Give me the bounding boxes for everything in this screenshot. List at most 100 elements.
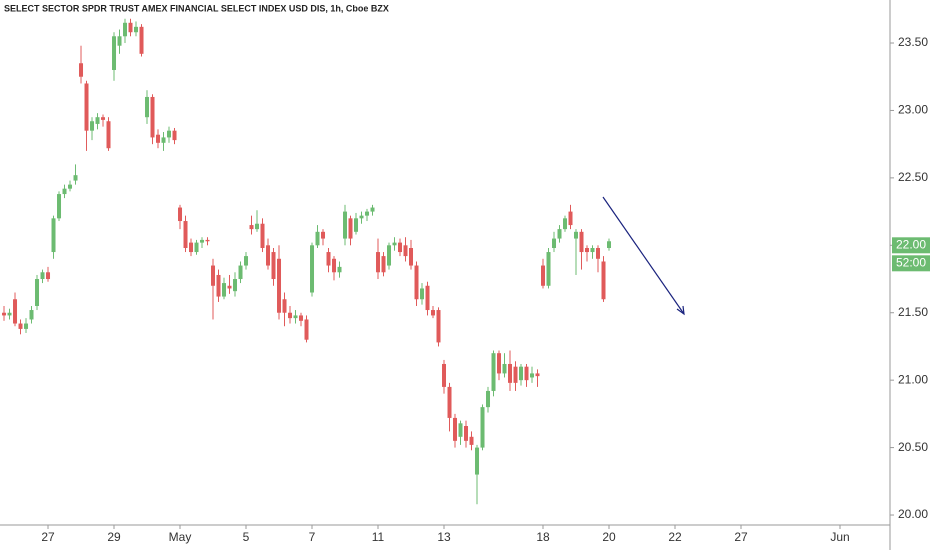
candle-body	[211, 265, 216, 286]
candle-body	[277, 258, 282, 313]
x-tick-label: 13	[437, 530, 451, 544]
candle-body	[524, 366, 529, 381]
candle-body	[370, 207, 375, 212]
candle-body	[205, 239, 210, 242]
candle-body	[535, 373, 540, 377]
y-tick-label: 20.00	[898, 507, 928, 521]
candle-body	[546, 252, 551, 286]
y-tick-label: 21.00	[898, 372, 928, 386]
candle-body	[194, 242, 199, 253]
candle-body	[590, 248, 595, 253]
candle-body	[475, 447, 480, 475]
candle-body	[134, 26, 139, 33]
candle-body	[117, 36, 122, 46]
candle-body	[18, 323, 23, 329]
x-tick-label: 29	[107, 530, 121, 544]
candle-body	[596, 248, 601, 259]
candle-body	[574, 231, 579, 239]
candle-body	[238, 265, 243, 280]
x-tick-label: 18	[536, 530, 550, 544]
candle-body	[409, 248, 414, 266]
x-tick-label: 11	[372, 530, 385, 544]
y-tick-label: 23.00	[898, 103, 928, 117]
candle-body	[178, 207, 183, 222]
x-tick-label: Jun	[830, 530, 849, 544]
candle-body	[299, 315, 304, 321]
candle-body	[508, 363, 513, 383]
candle-body	[304, 319, 309, 340]
candle-body	[431, 310, 436, 316]
candle-body	[233, 279, 238, 292]
candle-body	[150, 96, 155, 138]
candle-body	[35, 279, 40, 306]
y-tick-label: 20.50	[898, 440, 928, 454]
candle-body	[425, 285, 430, 311]
candle-body	[40, 272, 45, 280]
candle-body	[227, 285, 232, 289]
candle-body	[354, 218, 359, 232]
candle-body	[568, 211, 573, 226]
candle-body	[282, 299, 287, 313]
candle-body	[68, 184, 73, 189]
candle-body	[392, 242, 397, 246]
candle-body	[249, 225, 254, 230]
candle-body	[497, 353, 502, 374]
candle-body	[266, 245, 271, 266]
last-price-box	[892, 237, 930, 254]
candle-body	[552, 238, 557, 249]
candle-body	[579, 231, 584, 253]
candle-body	[128, 22, 133, 33]
candle-body	[414, 265, 419, 300]
candle-body	[458, 423, 463, 437]
candle-body	[563, 218, 568, 230]
last-price-label: 22.00	[896, 237, 926, 251]
y-tick-label: 22.50	[898, 170, 928, 184]
trend-arrow-head[interactable]	[676, 305, 685, 316]
candle-body	[271, 252, 276, 280]
candle-body	[29, 310, 34, 320]
candle-body	[101, 117, 106, 120]
candle-body	[491, 353, 496, 391]
x-tick-label: 7	[309, 530, 316, 544]
x-tick-label: 20	[602, 530, 616, 544]
candle-body	[90, 121, 95, 131]
candle-body	[145, 96, 150, 118]
candle-body	[315, 231, 320, 246]
candle-body	[7, 312, 12, 316]
candle-body	[62, 188, 67, 195]
candle-body	[480, 407, 485, 448]
candle-body	[123, 22, 128, 37]
candle-body	[403, 245, 408, 257]
candle-body	[293, 315, 298, 319]
candle-body	[260, 223, 265, 249]
countdown-label: 52:00	[896, 255, 926, 269]
candle-body	[381, 256, 386, 273]
candle-body	[601, 261, 606, 300]
candle-body	[332, 258, 337, 273]
candle-body	[348, 218, 353, 239]
candle-body	[244, 256, 249, 266]
x-tick-label: 27	[734, 530, 748, 544]
candle-body	[46, 272, 51, 280]
candle-body	[2, 312, 7, 316]
y-tick-label: 23.50	[898, 35, 928, 49]
candle-body	[343, 211, 348, 239]
trend-arrow[interactable]	[602, 196, 685, 315]
candle-body	[167, 130, 172, 138]
candle-body	[200, 239, 205, 243]
candle-body	[112, 36, 117, 70]
candle-body	[161, 137, 166, 143]
candle-body	[436, 310, 441, 343]
candle-body	[513, 366, 518, 383]
candle-body	[359, 215, 364, 219]
candle-body	[255, 223, 260, 230]
candle-body	[365, 211, 370, 216]
x-tick-label: 5	[243, 530, 250, 544]
candle-body	[321, 231, 326, 239]
candle-body	[442, 363, 447, 387]
candle-body	[398, 242, 403, 253]
candle-body	[387, 245, 392, 266]
candle-body	[139, 26, 144, 54]
